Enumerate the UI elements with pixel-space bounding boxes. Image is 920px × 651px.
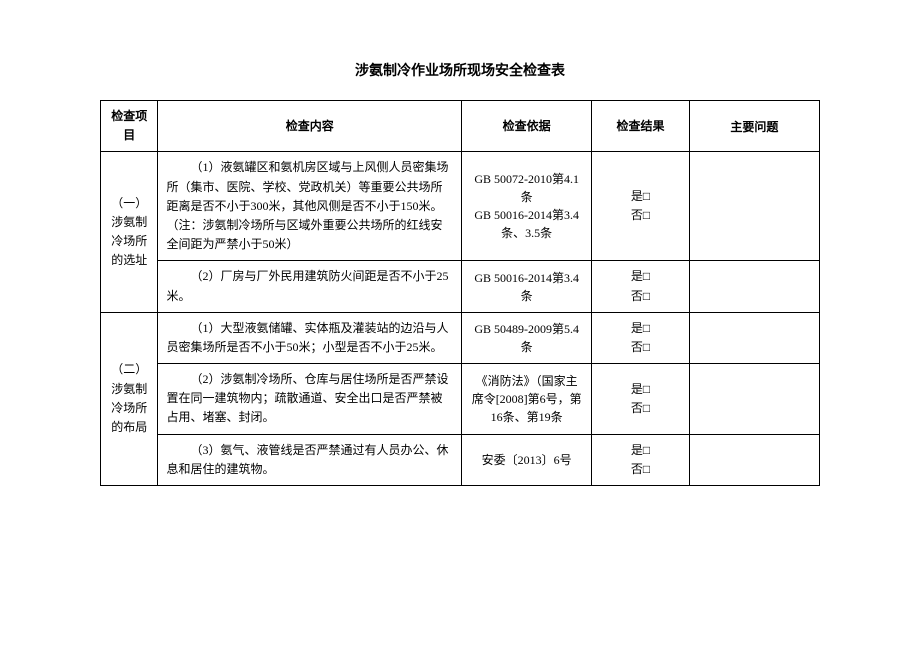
header-item: 检查项目 (101, 101, 158, 152)
section-label-2: （二）涉氨制冷场所的布局 (101, 312, 158, 485)
table-row: （2）厂房与厂外民用建筑防火间距是否不小于25米。 GB 50016-2014第… (101, 261, 820, 312)
cell-basis: GB 50016-2014第3.4条 (462, 261, 592, 312)
cell-issues (689, 261, 819, 312)
cell-issues (689, 152, 819, 261)
inspection-table: 检查项目 检查内容 检查依据 检查结果 主要问题 （一）涉氨制冷场所的选址 （1… (100, 100, 820, 486)
cell-content: （1）液氨罐区和氨机房区域与上风侧人员密集场所（集市、医院、学校、党政机关）等重… (158, 152, 462, 261)
cell-basis: GB 50072-2010第4.1条GB 50016-2014第3.4条、3.5… (462, 152, 592, 261)
cell-basis: GB 50489-2009第5.4条 (462, 312, 592, 363)
cell-issues (689, 434, 819, 485)
table-row: （2）涉氨制冷场所、仓库与居住场所是否严禁设置在同一建筑物内；疏散通道、安全出口… (101, 364, 820, 435)
cell-content: （2）厂房与厂外民用建筑防火间距是否不小于25米。 (158, 261, 462, 312)
cell-content: （1）大型液氨储罐、实体瓶及灌装站的边沿与人员密集场所是否不小于50米；小型是否… (158, 312, 462, 363)
cell-result: 是□否□ (592, 312, 690, 363)
cell-basis: 《消防法》（国家主席令[2008]第6号，第16条、第19条 (462, 364, 592, 435)
cell-content: （3）氨气、液管线是否严禁通过有人员办公、休息和居住的建筑物。 (158, 434, 462, 485)
header-result: 检查结果 (592, 101, 690, 152)
cell-issues (689, 364, 819, 435)
header-basis: 检查依据 (462, 101, 592, 152)
table-header-row: 检查项目 检查内容 检查依据 检查结果 主要问题 (101, 101, 820, 152)
cell-content: （2）涉氨制冷场所、仓库与居住场所是否严禁设置在同一建筑物内；疏散通道、安全出口… (158, 364, 462, 435)
cell-issues (689, 312, 819, 363)
table-row: （3）氨气、液管线是否严禁通过有人员办公、休息和居住的建筑物。 安委〔2013〕… (101, 434, 820, 485)
table-row: （一）涉氨制冷场所的选址 （1）液氨罐区和氨机房区域与上风侧人员密集场所（集市、… (101, 152, 820, 261)
cell-result: 是□否□ (592, 434, 690, 485)
cell-result: 是□否□ (592, 152, 690, 261)
document-title: 涉氨制冷作业场所现场安全检查表 (100, 60, 820, 80)
table-row: （二）涉氨制冷场所的布局 （1）大型液氨储罐、实体瓶及灌装站的边沿与人员密集场所… (101, 312, 820, 363)
section-label-1: （一）涉氨制冷场所的选址 (101, 152, 158, 312)
header-issues: 主要问题 (689, 101, 819, 152)
header-content: 检查内容 (158, 101, 462, 152)
cell-basis: 安委〔2013〕6号 (462, 434, 592, 485)
cell-result: 是□否□ (592, 364, 690, 435)
cell-result: 是□否□ (592, 261, 690, 312)
